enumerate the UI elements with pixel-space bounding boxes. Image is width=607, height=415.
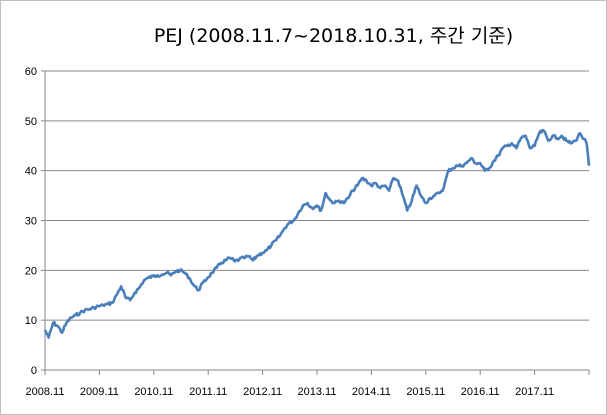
x-tick-label: 2010.11	[134, 386, 173, 398]
y-tick-label: 20	[25, 265, 37, 277]
x-axis-ticks: 2008.11 2009.11 2010.11 2011.11 2012.11 2013.…	[26, 370, 590, 398]
x-tick-label: 2016.11	[461, 386, 500, 398]
series-layer	[43, 128, 591, 339]
y-tick-label: 30	[25, 216, 37, 228]
x-tick-label: 2008.11	[26, 386, 65, 398]
x-tick-label: 2014.11	[352, 386, 391, 398]
x-tick-label: 2013.11	[298, 386, 337, 398]
y-tick-label: 60	[25, 66, 37, 78]
x-tick-label: 2015.11	[406, 386, 445, 398]
y-tick-label: 40	[25, 166, 37, 178]
y-tick-label: 10	[25, 315, 37, 327]
series-line-pej	[43, 128, 591, 339]
gridlines	[45, 70, 589, 321]
y-axis-ticks: 0 10 20 30 40 50 60	[25, 66, 45, 377]
x-tick-label: 2009.11	[80, 386, 119, 398]
y-tick-label: 0	[31, 365, 37, 377]
x-tick-label: 2012.11	[243, 386, 282, 398]
x-tick-label: 2011.11	[189, 386, 227, 398]
x-tick-label: 2017.11	[515, 386, 554, 398]
chart-title: PEJ (2008.11.7~2018.10.31, 주간 기준)	[153, 25, 514, 47]
y-tick-label: 50	[25, 116, 37, 128]
